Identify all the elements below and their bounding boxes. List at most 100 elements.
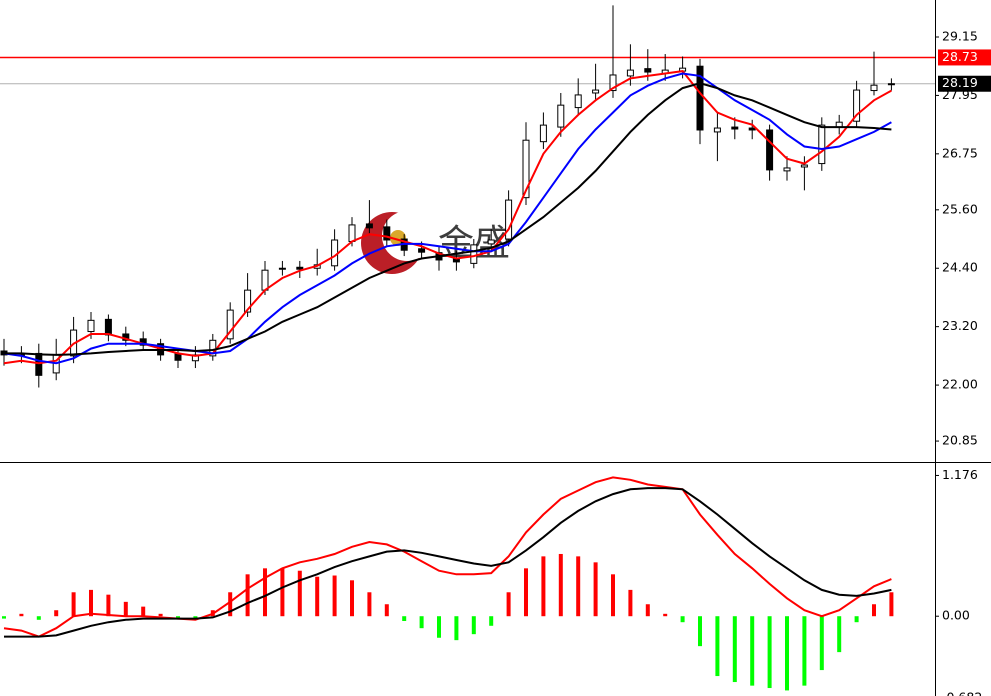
candle-body [574,94,582,109]
macd-bar [263,568,267,617]
macd-bar [402,616,407,621]
macd-bar [785,616,789,691]
candle-body [800,164,808,168]
candle-body [383,226,391,241]
candle-body [592,89,600,94]
y-tick-label: 23.20 [942,318,978,333]
macd-bar [576,556,581,617]
candle-body [870,84,878,92]
candle-body [505,199,513,240]
macd-bar [36,616,41,620]
candle-body [487,239,495,245]
y-tick-label: 26.75 [942,145,978,160]
macd-bar [645,604,650,617]
macd-bar [802,616,807,686]
macd-bar [89,589,93,617]
macd-bar [367,592,372,617]
macd-bar [889,592,894,617]
macd-bar [558,553,563,617]
y-tick-label: 1.176 [942,467,978,482]
candle-body [853,89,861,122]
macd-bar [384,604,389,617]
macd-bar [628,589,633,617]
candle-body [609,74,617,92]
macd-bar [71,592,76,617]
macd-line [3,476,892,638]
ma-line [3,72,892,365]
macd-bar [350,580,354,617]
macd-bar [297,570,302,617]
macd-bar [471,616,476,635]
macd-bar [19,613,24,617]
candle-body [348,224,356,242]
candle-body [418,248,426,253]
y-tick-label: 0.00 [942,608,970,623]
macd-bar [228,592,233,617]
macd-bar [593,562,598,617]
macd-bar [176,616,180,619]
candle-body [783,167,791,172]
candle-body [766,129,774,171]
macd-bar [837,616,842,653]
macd-bar [767,616,772,689]
macd-bar [419,616,424,629]
macd-bar [715,616,720,677]
macd-bar [732,616,737,683]
macd-bar [280,568,285,617]
price-label: 28.19 [942,75,978,90]
macd-bar [854,616,859,623]
candle-body [278,267,286,270]
candle-body [261,269,269,291]
candle-body [296,266,304,270]
macd-bar [54,610,59,617]
y-tick-label: 25.60 [942,201,978,216]
macd-bar [2,616,6,619]
candle-body [557,104,565,128]
y-tick-label: 29.15 [942,28,978,43]
y-tick-label: 22.00 [942,377,978,392]
candle-body [331,239,339,267]
macd-bar [245,574,250,617]
candle-body [731,126,739,130]
candle-body [818,124,826,165]
macd-bar [315,576,320,617]
macd-bar [680,616,685,623]
macd-bar [819,616,824,671]
candle-body [87,319,95,333]
macd-bar [611,574,615,617]
macd-bar [663,613,668,617]
macd-bar [141,606,146,617]
macd-bar [454,616,459,641]
candle-body [226,309,234,340]
macd-bar [106,594,111,617]
candle-body [696,65,704,131]
macd-bar [698,616,702,647]
price-label-box [938,75,991,92]
macd-bar [524,568,528,617]
candle-body [626,69,634,77]
candle-body [244,289,252,313]
y-tick-label: 24.40 [942,260,978,275]
ma-line [4,82,892,356]
y-tick-label: -0.682 [942,689,982,696]
candle-body [104,318,112,336]
y-tick-label: 20.85 [942,433,978,448]
candle-body [365,223,373,229]
macd-bar [437,616,441,638]
price-label: 28.73 [942,49,978,64]
macd-bar [750,616,755,686]
macd-bar [158,613,163,617]
macd-bar [332,575,337,617]
candle-body [748,127,756,131]
macd-bar [506,592,511,617]
candle-body [713,127,721,133]
candle-body [522,139,530,199]
candle-body [539,124,547,143]
candle-body [644,68,652,73]
macd-bar [489,616,494,626]
candle-body [35,352,43,376]
price-label-box [938,49,991,66]
